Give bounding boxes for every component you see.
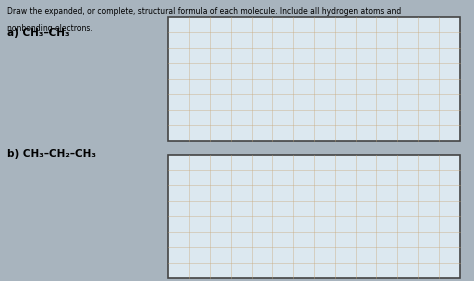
Text: b) CH₃–CH₂–CH₃: b) CH₃–CH₂–CH₃: [7, 149, 96, 159]
Text: a) CH₃–CH₃: a) CH₃–CH₃: [7, 28, 70, 38]
Text: nonbonding electrons.: nonbonding electrons.: [7, 24, 93, 33]
Bar: [168, 155, 460, 278]
Text: Draw the expanded, or complete, structural formula of each molecule. Include all: Draw the expanded, or complete, structur…: [7, 7, 401, 16]
Bar: [168, 17, 460, 140]
